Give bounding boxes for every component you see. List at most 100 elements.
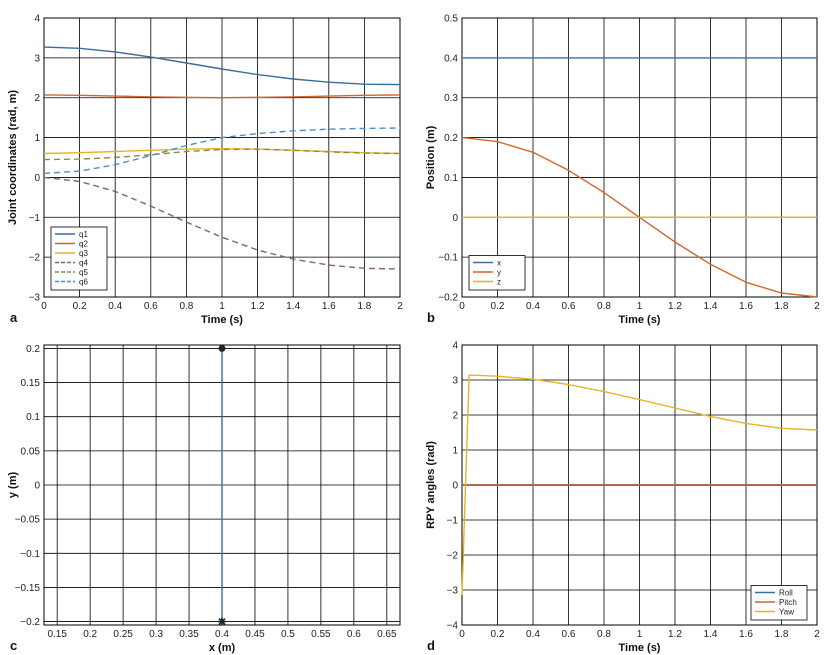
y-tick-label: 0.1 [444, 173, 458, 184]
x-tick-label: 1.8 [357, 301, 371, 312]
chart-panel-a: 0 0.2 0.4 0.6 0.8 1 1.2 1.4 1.6 1.8 2 −3 −2 −1 0 1 2 3 4 Ti… [7, 14, 403, 327]
x-tick-label: 1.4 [286, 301, 300, 312]
x-tick-label: 0.2 [83, 629, 97, 640]
y-tick-label: −0.1 [438, 253, 458, 264]
legend-entry: z [497, 278, 501, 287]
x-tick-label: 1.6 [739, 629, 753, 640]
y-axis-label: y (m) [7, 472, 19, 499]
y-tick-label: 0.2 [444, 133, 458, 144]
legend-entry: y [497, 268, 501, 277]
y-tick-label: 0 [452, 213, 458, 224]
y-tick-label: −0.2 [20, 617, 40, 628]
x-tick-label: 1.2 [668, 629, 682, 640]
series-line-q6 [43, 127, 401, 175]
x-tick-label: 0.6 [144, 301, 158, 312]
x-tick-label: 1.8 [775, 629, 789, 640]
x-tick-label: 0.6 [562, 629, 576, 640]
x-tick-label: 0.35 [179, 629, 199, 640]
x-tick-label: 1 [637, 629, 643, 640]
x-tick-label: 0.6 [562, 301, 576, 312]
y-tick-label: 4 [452, 341, 458, 352]
legend-box [468, 255, 526, 291]
x-tick-label: 1.8 [775, 301, 789, 312]
x-axis-label: Time (s) [619, 314, 661, 326]
x-tick-label: 0.4 [215, 629, 229, 640]
x-tick-label: 1 [637, 301, 643, 312]
y-tick-label: 4 [34, 14, 40, 25]
x-tick-label: 0.4 [526, 629, 540, 640]
start-marker [218, 344, 226, 352]
x-tick-label: 1.6 [322, 301, 336, 312]
x-tick-label: 1.2 [668, 301, 682, 312]
x-tick-label: 0.2 [73, 301, 87, 312]
y-tick-label: 0.4 [444, 53, 458, 64]
legend-entry: q1 [79, 230, 88, 239]
y-tick-label: 3 [452, 376, 458, 387]
x-tick-label: 0 [459, 301, 465, 312]
y-tick-label: 2 [34, 93, 40, 104]
series-line-q4 [43, 176, 401, 270]
y-tick-label: −4 [447, 621, 459, 632]
y-tick-label: 0 [34, 481, 40, 492]
y-tick-label: −2 [447, 551, 459, 562]
panel-label: d [427, 638, 435, 653]
x-tick-label: 0.15 [47, 629, 67, 640]
y-axis-label: Joint coordinates (rad, m) [7, 90, 19, 225]
y-tick-label: −2 [29, 253, 41, 264]
x-tick-label: 0.4 [526, 301, 540, 312]
x-tick-label: 0.55 [311, 629, 331, 640]
x-axis-label: x (m) [209, 642, 236, 654]
y-tick-label: −0.1 [20, 549, 40, 560]
x-tick-label: 0.3 [149, 629, 163, 640]
legend-entry: x [497, 259, 501, 268]
x-tick-label: 1 [219, 301, 225, 312]
y-tick-label: 0.1 [26, 412, 40, 423]
y-tick-label: 0.5 [444, 14, 458, 25]
y-tick-label: 1 [34, 133, 40, 144]
chart-panel-b: 0 0.2 0.4 0.6 0.8 1 1.2 1.4 1.6 1.8 2 −0.2 −0.1 0 0.1 0… [425, 14, 820, 327]
chart-panel-c: 0.15 0.2 0.25 0.3 0.35 0.4 0.45 0.5 0.55 0.6 0.65 −… [7, 344, 401, 654]
x-tick-label: 0.6 [347, 629, 361, 640]
series-line-q1 [43, 46, 401, 86]
x-tick-label: 1.4 [704, 629, 718, 640]
y-tick-label: 0.3 [444, 93, 458, 104]
plot-frame [43, 17, 401, 298]
y-tick-label: 0.2 [26, 344, 40, 355]
panel-label: c [10, 638, 17, 653]
x-tick-label: 2 [814, 301, 820, 312]
y-axis-label: RPY angles (rad) [425, 441, 437, 529]
x-tick-label: 2 [814, 629, 820, 640]
x-tick-label: 0.25 [113, 629, 133, 640]
legend-entry: Pitch [779, 598, 797, 607]
x-tick-label: 0.8 [597, 629, 611, 640]
x-tick-label: 0.65 [377, 629, 397, 640]
y-tick-label: 1 [452, 446, 458, 457]
x-tick-label: 1.4 [704, 301, 718, 312]
x-tick-label: 0.2 [491, 301, 505, 312]
y-tick-label: −3 [447, 586, 459, 597]
y-tick-label: −1 [447, 516, 459, 527]
legend-box [750, 585, 808, 621]
x-tick-label: 1.2 [251, 301, 265, 312]
x-tick-label: 0.2 [491, 629, 505, 640]
x-tick-label: 0.8 [179, 301, 193, 312]
y-tick-label: 2 [452, 411, 458, 422]
legend-entry: q6 [79, 278, 88, 287]
series-line-Yaw [461, 374, 818, 595]
x-axis-label: Time (s) [619, 642, 661, 654]
legend-entry: q3 [79, 249, 88, 258]
x-tick-label: 0.45 [245, 629, 265, 640]
chart-panel-d: 0 0.2 0.4 0.6 0.8 1 1.2 1.4 1.6 1.8 2 −4 −3 −2 −1 0 1 2 3 4… [425, 341, 820, 655]
y-tick-label: 0.05 [21, 446, 41, 457]
end-marker [218, 617, 226, 626]
x-tick-label: 0.4 [108, 301, 122, 312]
y-tick-label: 3 [34, 53, 40, 64]
y-tick-label: −0.15 [15, 583, 41, 594]
y-tick-label: −1 [29, 213, 41, 224]
x-tick-label: 2 [397, 301, 403, 312]
y-tick-label: −0.2 [438, 293, 458, 304]
plot-frame [461, 17, 818, 298]
